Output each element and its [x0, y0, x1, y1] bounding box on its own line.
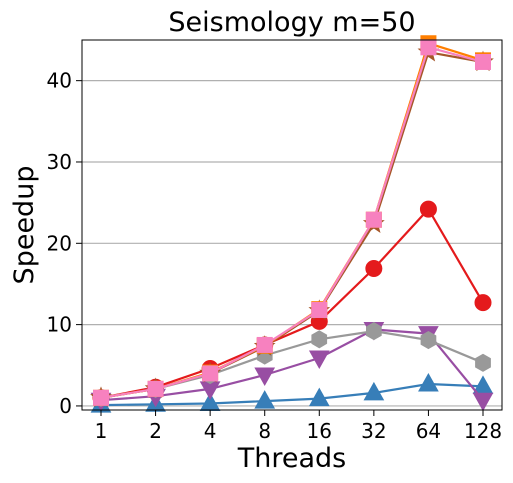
data-point: [312, 302, 327, 317]
series-7: [94, 40, 491, 405]
data-point: [420, 201, 436, 217]
y-tick-label: 30: [47, 150, 72, 174]
y-tick-label: 20: [47, 231, 72, 255]
data-point: [257, 337, 272, 352]
data-point: [255, 391, 274, 408]
data-point: [474, 393, 493, 410]
data-point: [421, 332, 436, 349]
data-point: [476, 354, 491, 371]
data-point: [148, 381, 163, 396]
y-tick-label: 10: [47, 313, 72, 337]
x-tick-label: 4: [204, 419, 217, 443]
data-point: [366, 261, 382, 277]
y-tick-label: 40: [47, 69, 72, 93]
series-6: [94, 36, 491, 406]
x-tick-label: 8: [258, 419, 271, 443]
data-point: [475, 295, 491, 311]
data-point: [421, 40, 436, 55]
data-point: [366, 212, 381, 227]
x-axis-ticks: 1 2 4 8 16 32 64 128: [95, 410, 502, 443]
y-axis-ticks: 0 10 20 30 40: [47, 69, 82, 418]
series-line: [101, 209, 483, 398]
x-tick-label: 32: [361, 419, 386, 443]
data-point: [203, 366, 218, 381]
x-tick-label: 1: [95, 419, 108, 443]
x-tick-label: 16: [307, 419, 332, 443]
x-tick-label: 2: [149, 419, 162, 443]
plot-frame: [82, 40, 502, 410]
data-point: [419, 374, 438, 391]
data-point: [94, 390, 109, 405]
data-point: [367, 323, 382, 340]
x-tick-label: 64: [416, 419, 441, 443]
x-tick-label: 128: [464, 419, 502, 443]
x-axis-label: Threads: [237, 443, 346, 474]
series-1: [93, 201, 491, 406]
series-5: [92, 42, 493, 406]
y-tick-label: 0: [59, 394, 72, 418]
gridlines: [82, 81, 502, 406]
chart-title: Seismology m=50: [168, 7, 415, 38]
y-axis-label: Speedup: [9, 166, 40, 285]
plot-series: [92, 36, 493, 412]
data-point: [476, 54, 491, 69]
data-point: [312, 331, 327, 348]
